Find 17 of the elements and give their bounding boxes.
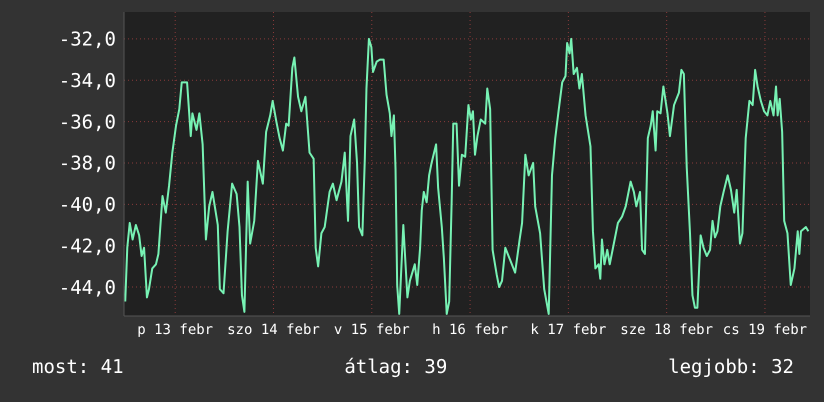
y-tick-label: -40,0 <box>58 194 116 216</box>
x-tick-label: v 15 febr <box>334 322 410 338</box>
x-tick-label: szo 14 febr <box>227 322 320 338</box>
y-tick-label: -38,0 <box>58 152 116 175</box>
x-tick-label: k 17 febr <box>530 322 606 338</box>
x-tick-label: sze 18 febr <box>620 322 714 338</box>
x-tick-label: cs 19 febr <box>722 322 808 338</box>
x-tick-label: p 13 febr <box>137 322 214 338</box>
text: átlag: 39 <box>344 356 448 378</box>
y-tick-label: -42,0 <box>58 235 116 258</box>
text: most: 41 <box>32 356 124 378</box>
y-tick-label: -34,0 <box>58 70 116 92</box>
text: legjobb: 32 <box>668 356 794 378</box>
y-tick-label: -44,0 <box>58 276 116 299</box>
y-tick-label: -36,0 <box>58 111 116 134</box>
y-tick-label: -32,0 <box>58 28 116 51</box>
x-tick-label: h 16 febr <box>432 322 508 338</box>
